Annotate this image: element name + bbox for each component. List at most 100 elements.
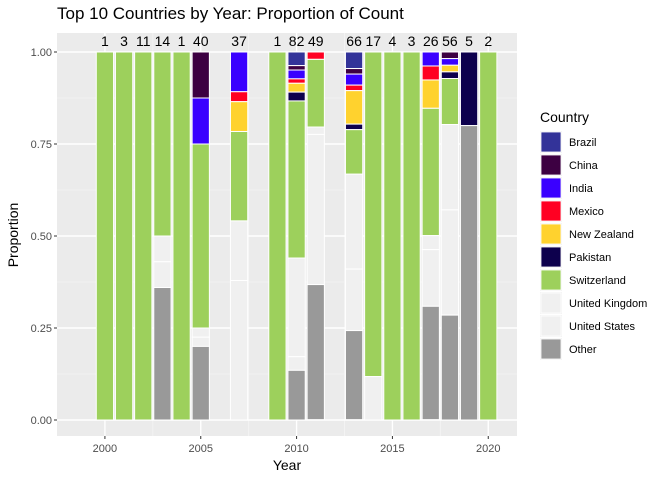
bar-segment-2018-switzerland [440, 77, 460, 125]
bar-segment-2020-switzerland [479, 51, 498, 421]
bar-segment-2018-new-zealand [440, 64, 460, 73]
bar-segment-2003-switzerland [153, 51, 172, 237]
bar-segment-2010-brazil [287, 51, 306, 67]
legend-label-switzerland: Switzerland [569, 275, 626, 287]
bar-label-2011: 49 [308, 33, 324, 49]
bar-label-2000: 1 [101, 33, 109, 49]
bar-label-2015: 4 [389, 33, 397, 49]
bar-segment-2018-united-states [440, 209, 460, 316]
y-axis-title: Proportion [5, 203, 21, 268]
legend-swatch-other [540, 338, 562, 360]
bar-segment-2017-united-states [421, 249, 440, 307]
bar-segment-2005-china [191, 51, 210, 99]
bar-segment-2003-other [153, 287, 172, 421]
bar-segment-2009-switzerland [268, 51, 287, 421]
x-tick-label: 2015 [380, 443, 404, 455]
legend-label-china: China [569, 160, 599, 172]
bar-segment-2017-switzerland [421, 107, 440, 237]
x-tick-label: 2005 [189, 443, 213, 455]
bar-segment-2017-united-kingdom [421, 235, 440, 251]
bar-segment-2007-new-zealand [229, 101, 249, 132]
bar-segment-2017-other [421, 305, 440, 421]
bar-segment-2015-switzerland [383, 51, 402, 421]
bar-segment-2017-new-zealand [421, 79, 440, 109]
y-tick-label: 1.00 [31, 47, 52, 59]
bar-segment-2018-united-kingdom [440, 123, 460, 211]
bar-segment-2001-switzerland [114, 51, 134, 421]
bar-segment-2003-united-kingdom [153, 235, 172, 263]
axes: 0.00 0.25 0.50 0.75 1.00 2000 2005 2010 2015 2020 [31, 47, 501, 455]
bar-segment-2000-switzerland [95, 51, 115, 421]
legend-label-mexico: Mexico [569, 206, 604, 218]
bar-segment-2005-united-kingdom [191, 327, 210, 338]
bar-segment-2010-other [287, 369, 306, 421]
bar-segment-2011-united-states [306, 133, 325, 286]
bar-count-labels: 1 3 11 14 1 40 37 1 82 49 66 17 4 3 26 56 5 2 [101, 33, 492, 49]
bar-segment-2010-india [287, 69, 306, 80]
bar-label-2019: 5 [465, 33, 473, 49]
bar-segment-2007-india [229, 51, 249, 93]
bar-label-2007: 37 [231, 33, 247, 49]
bar-segment-2011-switzerland [306, 58, 325, 128]
bar-segment-2011-other [306, 284, 325, 421]
bar-segment-2014-united-states [364, 376, 383, 421]
bar-segment-2010-pakistan [287, 91, 306, 102]
bar-segment-2018-india [440, 58, 460, 66]
bars [95, 51, 498, 421]
bar-segment-2005-united-states [191, 336, 210, 347]
bar-segment-2005-other [191, 345, 210, 421]
legend-title: Country [540, 109, 589, 125]
bar-segment-2013-brazil [344, 51, 364, 70]
bar-segment-2013-new-zealand [344, 90, 364, 125]
bar-segment-2017-mexico [421, 65, 440, 81]
x-axis-title: Year [273, 457, 302, 473]
bar-segment-2010-china [287, 65, 306, 71]
legend-label-united-states: United States [569, 321, 636, 333]
legend-label-pakistan: Pakistan [569, 252, 611, 264]
bar-label-2002: 11 [136, 33, 151, 49]
bar-label-2001: 3 [120, 33, 128, 49]
bar-segment-2016-switzerland [402, 51, 421, 421]
bar-label-2004: 1 [178, 33, 186, 49]
bar-segment-2004-switzerland [172, 51, 191, 421]
bar-label-2009: 1 [274, 33, 282, 49]
bar-label-2020: 2 [484, 33, 492, 49]
legend-swatch-brazil [540, 131, 562, 153]
legend-label-india: India [569, 183, 594, 195]
legend-swatch-united-states [540, 315, 562, 337]
bar-segment-2002-switzerland [134, 51, 153, 421]
bar-segment-2019-pakistan [459, 51, 479, 127]
legend-swatch-mexico [540, 200, 562, 222]
bar-segment-2007-united-kingdom [229, 220, 249, 282]
y-tick-label: 0.75 [31, 139, 52, 151]
bar-label-2016: 3 [408, 33, 416, 49]
bar-segment-2011-mexico [306, 51, 325, 60]
legend-label-other: Other [569, 344, 597, 356]
bar-segment-2013-pakistan [344, 123, 364, 131]
bar-segment-2007-switzerland [229, 130, 249, 222]
bar-segment-2013-mexico [344, 84, 364, 92]
bar-segment-2013-china [344, 68, 364, 75]
bar-segment-2010-mexico [287, 78, 306, 84]
bar-segment-2013-other [344, 330, 364, 421]
bar-segment-2007-mexico [229, 91, 249, 103]
legend-label-brazil: Brazil [569, 137, 597, 149]
bar-label-2017: 26 [423, 33, 439, 49]
legend-swatch-pakistan [540, 246, 562, 268]
bar-segment-2018-pakistan [440, 71, 460, 79]
bar-label-2018: 56 [442, 33, 458, 49]
legend-label-united-kingdom: United Kingdom [569, 298, 647, 310]
chart-title: Top 10 Countries by Year: Proportion of … [57, 4, 404, 23]
bar-segment-2010-united-states [287, 356, 306, 371]
bar-label-2013: 66 [346, 33, 362, 49]
bar-segment-2013-united-states [344, 268, 364, 332]
x-tick-label: 2010 [284, 443, 308, 455]
bar-segment-2010-united-kingdom [287, 257, 306, 358]
bar-segment-2007-united-states [229, 280, 249, 421]
legend-swatch-india [540, 177, 562, 199]
y-tick-label: 0.00 [31, 415, 52, 427]
y-tick-label: 0.50 [31, 231, 52, 243]
y-tick-label: 0.25 [31, 323, 52, 335]
